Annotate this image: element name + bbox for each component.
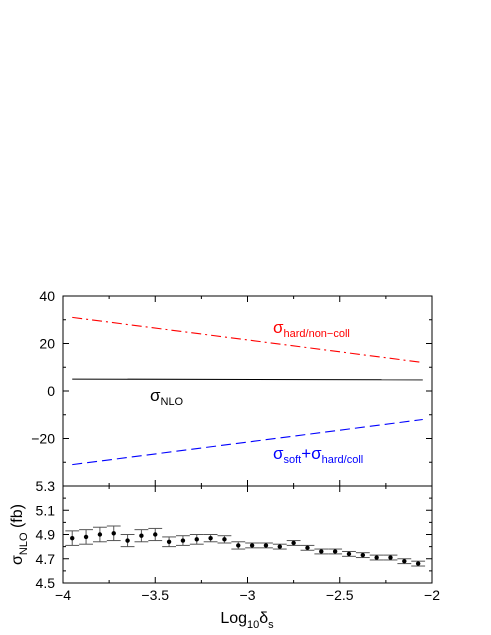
data-point bbox=[332, 549, 338, 554]
data-point bbox=[222, 537, 227, 542]
data-point bbox=[415, 561, 421, 566]
bottom-y-tick-label: 4.7 bbox=[36, 551, 56, 567]
data-point bbox=[139, 533, 144, 538]
data-point bbox=[236, 543, 241, 548]
bottom-y-tick-label: 4.9 bbox=[36, 527, 56, 543]
data-point bbox=[125, 538, 130, 543]
data-point bbox=[346, 551, 352, 557]
data-point bbox=[277, 544, 282, 549]
top-y-tick-label: 0 bbox=[47, 383, 55, 399]
data-point bbox=[374, 555, 379, 560]
series-line-nlo bbox=[72, 378, 423, 381]
data-point bbox=[70, 535, 75, 541]
data-point bbox=[388, 555, 393, 560]
top-y-tick-label: −20 bbox=[31, 431, 55, 447]
bottom-y-tick-label: 5.3 bbox=[36, 478, 56, 494]
data-point bbox=[305, 545, 310, 551]
data-point bbox=[249, 543, 255, 548]
top-y-tick-label: 20 bbox=[39, 336, 55, 352]
data-point bbox=[166, 539, 172, 544]
data-point bbox=[153, 532, 158, 537]
data-point bbox=[83, 534, 89, 540]
data-point bbox=[180, 538, 186, 543]
label-nlo: σNLO bbox=[150, 386, 184, 408]
x-axis-label: Log10δs bbox=[220, 610, 274, 631]
data-point bbox=[291, 540, 296, 546]
data-point bbox=[402, 558, 407, 564]
bottom-y-tick-label: 4.5 bbox=[36, 575, 56, 591]
series-line-soft_plus_hard_coll bbox=[72, 418, 423, 466]
data-point bbox=[263, 543, 269, 548]
bottom-x-tick-label: −3.5 bbox=[141, 587, 169, 603]
label-soft-plus-hard-coll: σsoft+σhard/coll bbox=[273, 444, 363, 466]
y-axis-label: σNLO (fb) bbox=[9, 504, 30, 565]
labels: σhard/non−coll σNLO σsoft+σhard/coll Log10δ… bbox=[9, 318, 363, 631]
bottom-panel: 4.5 4.7 4.9 5.1 5.3 −4 −3.5 −3 −2.5 −2 bbox=[36, 478, 441, 603]
bottom-x-tick-label: −4 bbox=[55, 587, 71, 603]
top-y-tick-label: 40 bbox=[39, 288, 55, 304]
top-panel: −20 0 20 40 bbox=[31, 288, 433, 487]
bottom-x-tick-label: −2.5 bbox=[326, 587, 354, 603]
top-plot-frame bbox=[62, 295, 433, 487]
data-point bbox=[360, 552, 366, 558]
bottom-plot-frame bbox=[62, 485, 433, 584]
data-point bbox=[111, 531, 116, 536]
data-point bbox=[208, 535, 213, 541]
bottom-x-tick-label: −2 bbox=[424, 587, 440, 603]
series-line-hard_non_coll bbox=[72, 316, 423, 364]
data-point bbox=[194, 537, 199, 542]
bottom-x-tick-label: −3 bbox=[240, 587, 256, 603]
bottom-y-tick-label: 5.1 bbox=[36, 502, 56, 518]
data-point bbox=[97, 532, 103, 537]
label-hard-non-coll: σhard/non−coll bbox=[273, 318, 350, 340]
data-point bbox=[319, 549, 324, 554]
